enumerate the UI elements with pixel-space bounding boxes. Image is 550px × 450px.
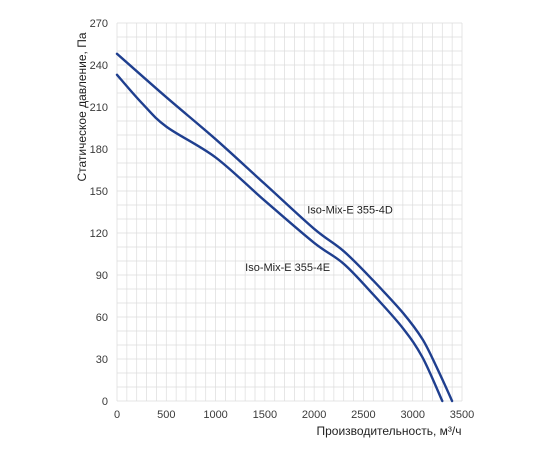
y-tick-label: 60: [96, 312, 108, 324]
x-tick-label: 1500: [253, 409, 277, 421]
x-tick-label: 2500: [351, 409, 375, 421]
x-tick-label: 500: [157, 409, 175, 421]
x-tick-label: 2000: [302, 409, 326, 421]
y-tick-label: 180: [90, 144, 108, 156]
x-tick-label: 3000: [400, 409, 424, 421]
x-tick-label: 0: [114, 409, 120, 421]
x-axis-ticks: 0 500 1000 1500 2000 2500 3000 3500: [114, 409, 474, 421]
y-tick-label: 90: [96, 270, 108, 282]
x-tick-label: 3500: [450, 409, 474, 421]
y-tick-label: 240: [90, 60, 108, 72]
grid: [116, 22, 463, 402]
x-axis-label: Производительность, м³/ч: [317, 424, 462, 438]
y-tick-label: 30: [96, 354, 108, 366]
y-tick-label: 270: [90, 18, 108, 30]
y-tick-label: 0: [102, 396, 108, 408]
series-line-0: [115, 52, 454, 403]
series-labels: Iso-Mix-E 355-4D Iso-Mix-E 355-4E: [245, 204, 393, 273]
y-tick-label: 150: [90, 186, 108, 198]
series-line-1: [115, 73, 444, 403]
y-tick-label: 120: [90, 228, 108, 240]
y-axis-label: Статическое давление, Па: [75, 32, 89, 181]
series-lines: [115, 52, 454, 403]
y-tick-label: 210: [90, 102, 108, 114]
x-tick-label: 1000: [203, 409, 227, 421]
series-label-0: Iso-Mix-E 355-4D: [307, 204, 393, 216]
y-axis-ticks: 0 30 60 90 120 150 180 210 240 270: [90, 18, 108, 408]
series-label-1: Iso-Mix-E 355-4E: [245, 262, 330, 274]
